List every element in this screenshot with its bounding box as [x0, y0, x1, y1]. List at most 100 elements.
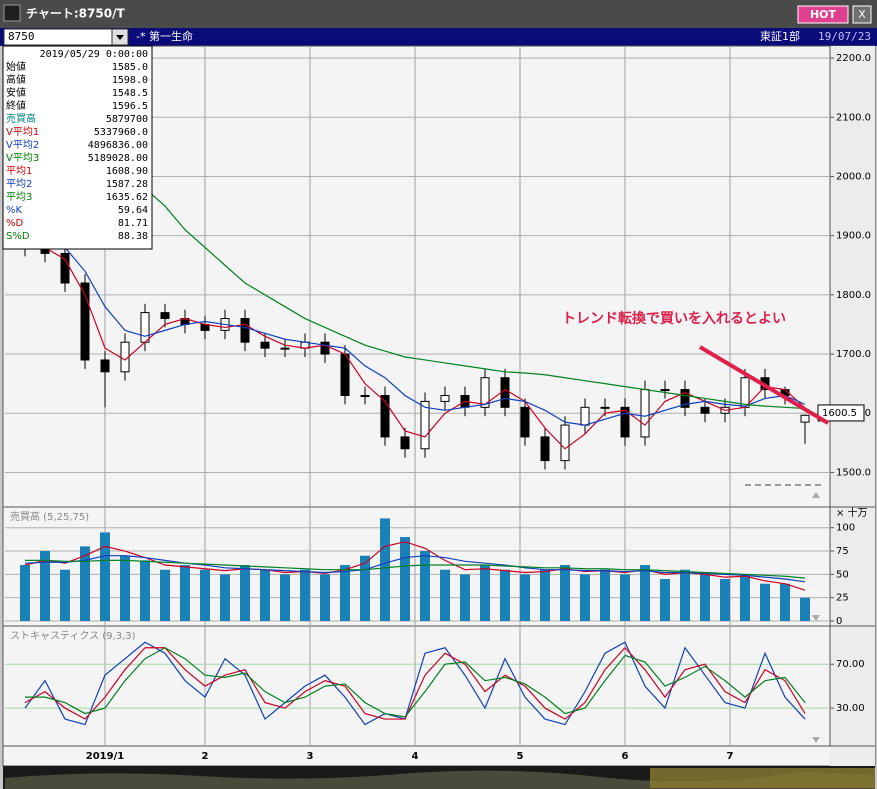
candle-body — [680, 389, 690, 408]
volume-bar — [400, 537, 410, 621]
annotation: トレンド転換で買いを入れるとよい — [562, 310, 786, 327]
y-tick-label: 100 — [836, 523, 855, 534]
code-text[interactable]: 8750 — [8, 30, 35, 43]
candle-body — [280, 347, 290, 350]
candle-body — [620, 406, 630, 438]
info-label: S%D — [6, 231, 30, 242]
volume-bar — [260, 569, 270, 621]
trend-line — [698, 345, 830, 425]
y-tick-label: 0 — [836, 616, 842, 627]
candle-body — [320, 341, 330, 355]
y-tick-label: 70.00 — [836, 659, 865, 670]
volume-bar — [140, 560, 150, 621]
info-label: 売買高 — [6, 112, 36, 125]
volume-bar — [420, 551, 430, 621]
candle-body — [600, 406, 610, 409]
dropdown-arrow — [116, 35, 124, 40]
candle-body — [800, 414, 810, 423]
volume-bar — [60, 569, 70, 621]
y-tick-label: 2000.0 — [836, 171, 871, 182]
volume-bar — [340, 565, 350, 621]
volume-bar — [540, 569, 550, 621]
candle-body — [360, 394, 370, 397]
candle-body — [160, 312, 170, 320]
volume-bar — [460, 574, 470, 621]
volume-bar — [740, 574, 750, 621]
window-title: チャート:8750/T — [26, 7, 125, 21]
volume-bar — [280, 574, 290, 621]
volume-bar — [360, 555, 370, 621]
last-price-tag — [817, 404, 865, 422]
y-tick-label: 30.00 — [836, 703, 865, 714]
volume-bar — [660, 579, 670, 621]
close-label[interactable]: X — [858, 8, 866, 21]
candle-body — [400, 436, 410, 450]
candle-body — [700, 406, 710, 414]
volume-bar — [120, 555, 130, 621]
volume-bar — [560, 565, 570, 621]
info-value: 88.38 — [118, 231, 148, 242]
volume-bar — [720, 579, 730, 621]
x-tick-label: 3 — [307, 751, 314, 762]
y-tick-label: 1700.0 — [836, 349, 871, 360]
line-series — [24, 104, 806, 410]
info-label: V平均3 — [6, 152, 39, 164]
x-tick-label: 7 — [727, 751, 734, 762]
x-tick-label: 4 — [412, 751, 419, 762]
candle-body — [340, 353, 350, 396]
info-value: 1548.5 — [112, 88, 148, 99]
y-tick-label: 50 — [836, 569, 849, 580]
info-date: 2019/05/29 0:00:00 — [40, 49, 148, 60]
candle-body — [560, 424, 570, 462]
info-label: 安値 — [6, 86, 26, 99]
candle-body — [640, 389, 650, 438]
info-label: 平均1 — [6, 165, 32, 177]
info-label: %D — [6, 218, 24, 229]
volume-bar — [760, 583, 770, 621]
candle-body — [100, 359, 110, 373]
info-value: 1608.90 — [106, 166, 148, 177]
line-series — [24, 217, 806, 426]
volume-bar — [100, 532, 110, 621]
volume-bar — [480, 565, 490, 621]
volume-bar — [500, 569, 510, 621]
hot-button[interactable] — [797, 5, 849, 24]
volume-bar — [580, 574, 590, 621]
volume-bar — [700, 574, 710, 621]
info-value: 5189028.00 — [88, 153, 148, 164]
x-tick-label: 5 — [517, 751, 524, 762]
candle-body — [520, 406, 530, 438]
info-label: 平均2 — [6, 178, 32, 190]
info-value: 59.64 — [118, 205, 148, 216]
candle-body — [240, 318, 250, 343]
line-series — [25, 559, 806, 579]
info-label: 平均3 — [6, 191, 32, 203]
volume-bar — [40, 551, 50, 621]
close-button[interactable] — [852, 5, 872, 24]
candle-body — [580, 406, 590, 426]
volume-bar — [200, 569, 210, 621]
panel-label: 売買高 (5,25,75) — [10, 510, 89, 523]
y-tick-label: 75 — [836, 546, 849, 557]
axis-unit: × 十万 — [836, 506, 868, 519]
info-value: 1587.28 — [106, 179, 148, 190]
volume-bar — [20, 565, 30, 621]
info-value: 5879700 — [106, 114, 148, 125]
scroll-thumb[interactable] — [650, 768, 875, 788]
info-value: 1585.0 — [112, 62, 148, 73]
line-series — [24, 646, 806, 720]
app-icon — [3, 4, 21, 22]
volume-bar — [680, 569, 690, 621]
candle-body — [80, 282, 90, 361]
line-series — [25, 647, 806, 718]
info-label: 始値 — [6, 60, 26, 73]
info-label: 終値 — [6, 99, 26, 112]
volume-bar — [300, 569, 310, 621]
info-value: 1635.62 — [106, 192, 148, 203]
candle-body — [60, 252, 70, 284]
volume-bar — [380, 518, 390, 621]
hot-label[interactable]: HOT — [810, 8, 837, 21]
candle-body — [440, 394, 450, 402]
